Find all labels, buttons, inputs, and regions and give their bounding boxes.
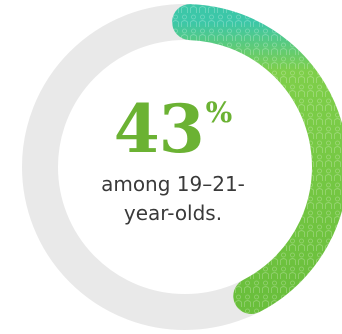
caption-line-2: year-olds.: [123, 201, 223, 225]
center-label: 43% among 19–21- year-olds.: [60, 96, 286, 228]
caption-line-1: among 19–21-: [101, 172, 245, 196]
donut-segment-texture: [172, 4, 342, 314]
percent-sign: %: [205, 96, 233, 129]
percent-value: 43: [113, 90, 205, 168]
caption: among 19–21- year-olds.: [60, 170, 286, 228]
value-readout: 43%: [114, 96, 232, 162]
